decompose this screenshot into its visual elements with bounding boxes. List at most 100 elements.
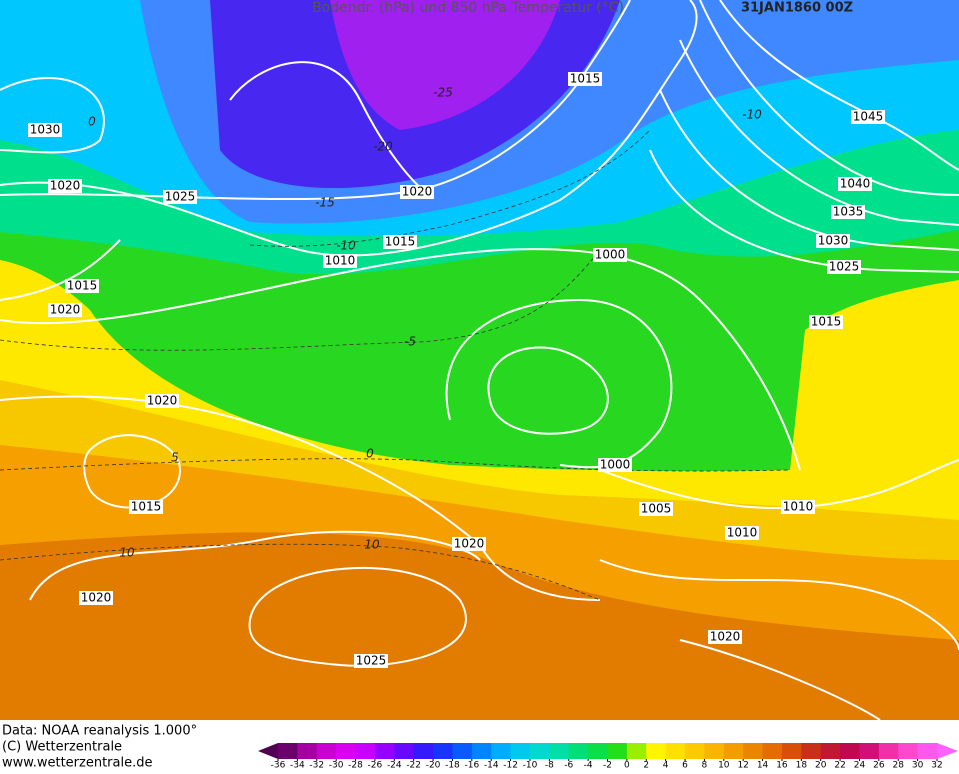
colorbar-tick-label: -6: [564, 761, 573, 771]
colorbar-segment: [840, 743, 860, 759]
isobar-label: 1020: [147, 394, 178, 408]
temperature-label: 0: [366, 447, 374, 461]
colorbar-tick-label: 14: [757, 761, 769, 771]
isobar-label: 1010: [727, 526, 758, 540]
isobar-label-box: [809, 315, 843, 329]
colorbar-segment: [762, 743, 783, 759]
colorbar-tick-label: -16: [464, 761, 479, 771]
colorbar-tick-label: 28: [893, 761, 905, 771]
isobar-label: 1020: [50, 303, 81, 317]
isobar-label-box: [639, 502, 673, 516]
colorbar-arrow-right: [937, 743, 958, 759]
copyright-text: (C) Wetterzentrale: [2, 740, 122, 755]
colorbar-segment: [568, 743, 589, 759]
isobar-label: 1020: [710, 630, 741, 644]
isobar-label-box: [354, 654, 388, 668]
colorbar-tick-label: 18: [796, 761, 808, 771]
map-date: 31JAN1860 00Z: [741, 1, 853, 16]
isobar-label-box: [851, 110, 885, 124]
colorbar-segment: [665, 743, 686, 759]
temperature-label: -25: [433, 86, 453, 100]
colorbar-segment: [704, 743, 725, 759]
colorbar-segment: [588, 743, 608, 759]
colorbar-segment: [316, 743, 337, 759]
isobar-label: 1030: [30, 123, 61, 137]
colorbar-segment: [820, 743, 841, 759]
colorbar-segment: [278, 743, 298, 759]
isobar-label: 1025: [165, 190, 196, 204]
colorbar-segment: [394, 743, 415, 759]
isobar-label: 1015: [811, 315, 842, 329]
isobar-label: 1020: [50, 179, 81, 193]
isobar-label-box: [65, 279, 99, 293]
colorbar-tick-label: 20: [815, 761, 827, 771]
isobar-label: 1010: [325, 254, 356, 268]
isobar-label-box: [831, 205, 865, 219]
isobar-label-box: [598, 458, 632, 472]
colorbar-segment: [743, 743, 764, 759]
colorbar-tick-label: 30: [912, 761, 924, 771]
isobar-label-box: [145, 394, 179, 408]
colorbar-tick-label: -22: [406, 761, 421, 771]
colorbar-segment: [685, 743, 705, 759]
colorbar-tick-label: -30: [329, 761, 344, 771]
isobar-label-box: [568, 72, 602, 86]
url-text: www.wetterzentrale.de: [2, 756, 152, 771]
colorbar-tick-label: 26: [873, 761, 885, 771]
colorbar-tick-label: -8: [545, 761, 554, 771]
isobar-label: 1015: [131, 500, 162, 514]
temperature-label: -10: [742, 108, 762, 122]
isobar-label: 1030: [818, 234, 849, 248]
source-text: Data: NOAA reanalysis 1.000°: [2, 724, 197, 739]
isobar-label-box: [708, 630, 742, 644]
isobar-label-box: [48, 179, 82, 193]
colorbar-tick-label: -12: [503, 761, 518, 771]
colorbar-segment: [471, 743, 492, 759]
colorbar-tick-label: -28: [348, 761, 363, 771]
isobar-label: 1000: [595, 248, 626, 262]
colorbar-segment: [374, 743, 395, 759]
isobar-label-box: [28, 123, 62, 137]
isobar-label-box: [163, 190, 197, 204]
temp-lines: [0, 129, 791, 601]
isobar-label: 1035: [833, 205, 864, 219]
colorbar-tick-label: -10: [523, 761, 538, 771]
isobar-label-box: [725, 526, 759, 540]
colorbar-segment: [801, 743, 822, 759]
colorbar-tick-label: -20: [426, 761, 441, 771]
isobar-label-box: [400, 185, 434, 199]
colorbar-segment: [917, 743, 938, 759]
isobar-label: 1000: [600, 458, 631, 472]
temperature-label: -10: [336, 239, 356, 253]
colorbar-tick-label: -18: [445, 761, 460, 771]
isobar-label-box: [48, 303, 82, 317]
isobar-label: 1005: [641, 502, 672, 516]
isobar-label-box: [781, 500, 815, 514]
isobar-label: 1040: [840, 177, 871, 191]
colorbar-segment: [723, 743, 744, 759]
colorbar-segment: [433, 743, 453, 759]
isobar-label-box: [79, 591, 113, 605]
colorbar-tick-label: 0: [624, 761, 630, 771]
isobar-label-box: [129, 500, 163, 514]
colorbar-segment: [355, 743, 376, 759]
temperature-label: 0: [88, 115, 96, 129]
temperature-label: 10: [119, 546, 135, 560]
isobar-label: 1015: [67, 279, 98, 293]
colorbar-segment: [898, 743, 919, 759]
colorbar-tick-label: -4: [584, 761, 593, 771]
temperature-label: 5: [171, 451, 179, 465]
temperature-label: -5: [404, 335, 416, 349]
isobar-label-box: [838, 177, 872, 191]
temperature-label: 10: [364, 538, 380, 552]
colorbar-segment: [510, 743, 531, 759]
isobar-label: 1020: [454, 537, 485, 551]
colorbar-segment: [626, 743, 647, 759]
colorbar-segment: [781, 743, 802, 759]
colorbar-tick-label: 8: [702, 761, 708, 771]
isobar-label: 1020: [81, 591, 112, 605]
colorbar-segment: [646, 743, 667, 759]
colorbar-tick-label: -24: [387, 761, 402, 771]
map-title: Bodendr. (hPa) und 850 hPa Temperatur (°…: [312, 0, 624, 16]
isobar-label-box: [383, 235, 417, 249]
